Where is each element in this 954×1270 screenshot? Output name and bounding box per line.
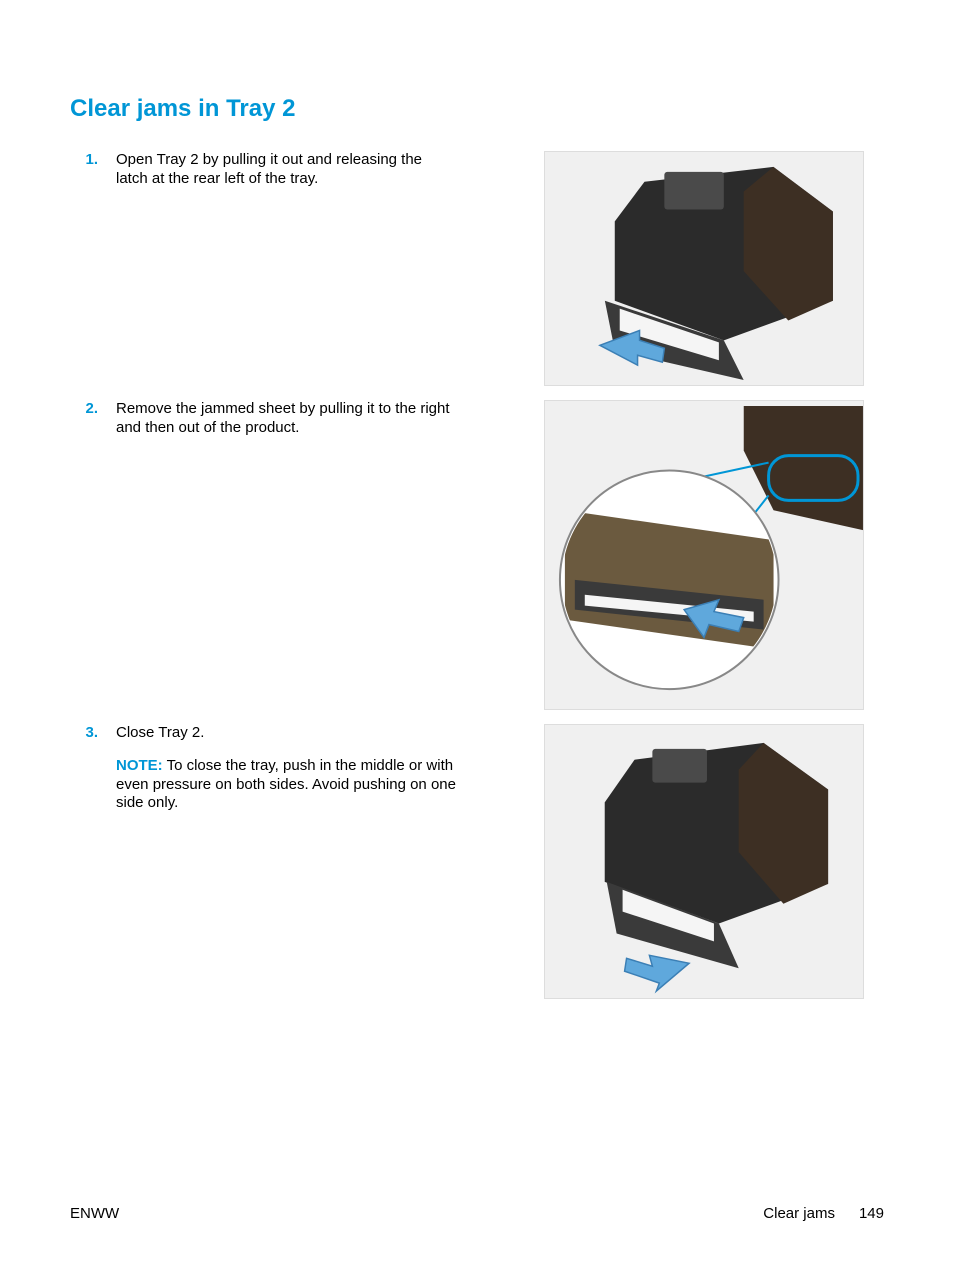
step-text: Remove the jammed sheet by pulling it to… [116, 400, 456, 438]
footer-left: ENWW [70, 1205, 119, 1222]
step-number: 3. [70, 724, 116, 741]
printer-tray-open-icon [544, 151, 864, 386]
step-note: NOTE: To close the tray, push in the mid… [116, 757, 456, 813]
step-row: 2. Remove the jammed sheet by pulling it… [70, 400, 884, 710]
note-label: NOTE: [116, 757, 163, 774]
footer-right: Clear jams 149 [763, 1205, 884, 1222]
step-illustration [544, 400, 884, 710]
note-text: To close the tray, push in the middle or… [116, 757, 456, 812]
step-row: 1. Open Tray 2 by pulling it out and rel… [70, 151, 884, 386]
step-row: 3. Close Tray 2. NOTE: To close the tray… [70, 724, 884, 999]
footer-section-label: Clear jams [763, 1205, 835, 1222]
step-illustration [544, 151, 884, 386]
step-number: 1. [70, 151, 116, 168]
step-text: Open Tray 2 by pulling it out and releas… [116, 151, 456, 189]
step-text: Close Tray 2. [116, 724, 456, 743]
page-footer: ENWW Clear jams 149 [70, 1205, 884, 1222]
printer-jam-detail-icon [544, 400, 864, 710]
step-text-block: Close Tray 2. NOTE: To close the tray, p… [116, 724, 456, 813]
footer-page-number: 149 [859, 1205, 884, 1222]
section-heading: Clear jams in Tray 2 [70, 95, 884, 123]
step-number: 2. [70, 400, 116, 417]
manual-page: Clear jams in Tray 2 1. Open Tray 2 by p… [0, 0, 954, 1270]
step-illustration [544, 724, 884, 999]
printer-tray-close-icon [544, 724, 864, 999]
